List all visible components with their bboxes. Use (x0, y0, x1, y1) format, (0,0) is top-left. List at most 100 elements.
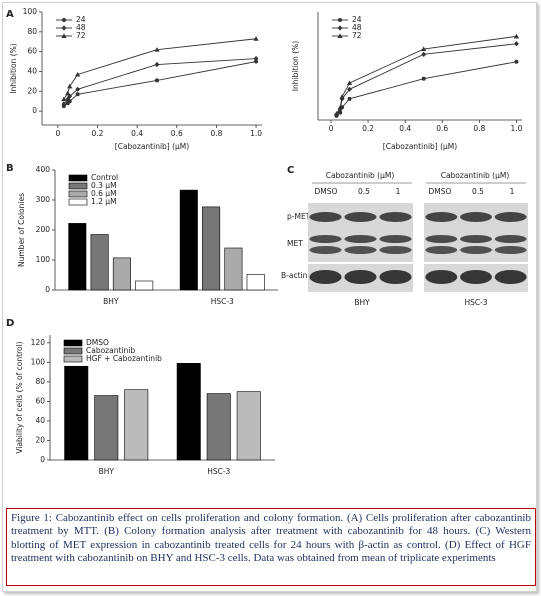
panel-label: D (6, 318, 14, 329)
legend-label: 72 (352, 31, 362, 40)
western-blot: C Cabozantinib (µM) Cabozantinib (µM) DM… (281, 165, 528, 307)
y-axis-label: Viability of cells (% of control) (15, 341, 24, 453)
blot-band (494, 270, 527, 284)
x-tick-label: BHY (103, 297, 119, 306)
panel-label: B (6, 163, 14, 174)
y-tick-label: 0 (40, 455, 45, 464)
data-point (253, 36, 259, 41)
x-tick-label: 0 (329, 124, 334, 133)
legend-marker (338, 18, 342, 22)
y-tick-label: 200 (36, 225, 51, 234)
legend-marker (61, 33, 67, 38)
bar (206, 393, 231, 461)
y-tick-label: 20 (27, 86, 37, 95)
blot-band (460, 270, 492, 284)
legend-label: 48 (352, 23, 362, 32)
protein-label: p-MET (287, 212, 311, 221)
blot-band (379, 270, 412, 284)
blot-band (425, 212, 458, 222)
blot-band (425, 235, 458, 243)
legend-label: 0.6 µM (91, 189, 117, 198)
bar (179, 189, 198, 291)
bar (246, 274, 265, 291)
cell-line-label: HSC-3 (464, 298, 487, 307)
legend-label: Control (91, 173, 118, 182)
blot-band (494, 235, 527, 243)
blot-band (460, 246, 492, 254)
data-point (65, 96, 71, 102)
blot-band (460, 212, 492, 222)
x-tick-label: 0.6 (436, 124, 448, 133)
blot-band (309, 212, 342, 222)
legend-label: 24 (352, 15, 362, 24)
y-tick-label: 80 (35, 377, 45, 386)
data-point (347, 96, 352, 101)
lane-label: 0.5 (358, 187, 370, 196)
legend-marker (62, 18, 66, 22)
data-point (347, 86, 352, 92)
x-tick-label: HSC-3 (211, 297, 234, 306)
x-tick-label: 0.8 (473, 124, 485, 133)
x-axis-label: [Cabozantinib] (µM) (383, 142, 457, 151)
y-tick-label: 300 (36, 195, 51, 204)
legend-label: Cabozantinib (86, 346, 135, 355)
blot-band (344, 246, 377, 254)
figure-caption: Figure 1: Cabozantinib effect on cells p… (6, 508, 536, 586)
cell-line-label: BHY (354, 298, 370, 307)
blot-band (494, 212, 527, 222)
legend-label: 24 (76, 15, 86, 24)
data-line (336, 61, 517, 117)
blot-band (344, 212, 377, 222)
bar (124, 389, 149, 461)
y-tick-label: 60 (35, 396, 45, 405)
y-axis-label: Inhibition (%) (9, 43, 18, 93)
lane-label: 0.5 (472, 187, 484, 196)
data-point (337, 104, 343, 110)
x-tick-label: 0 (55, 129, 60, 138)
data-point (514, 59, 519, 64)
data-point (421, 76, 426, 81)
y-axis-label: Number of Colonies (17, 193, 26, 267)
y-tick-label: 40 (27, 66, 37, 75)
data-point (513, 33, 520, 39)
blot-band (344, 270, 377, 284)
data-point (421, 46, 427, 52)
blot-band (379, 212, 412, 222)
data-point (154, 78, 159, 83)
bar (224, 247, 243, 291)
protein-label: MET (287, 239, 303, 248)
y-tick-label: 20 (35, 435, 45, 444)
data-line (336, 43, 517, 115)
data-point (254, 59, 259, 64)
y-tick-label: 60 (27, 47, 37, 56)
data-point (339, 94, 345, 99)
legend-marker (337, 25, 343, 31)
y-tick-label: 0 (32, 106, 37, 115)
blot-band (309, 235, 342, 243)
y-tick-label: 100 (36, 255, 51, 264)
data-point (61, 96, 67, 102)
blot-band (309, 246, 342, 254)
y-tick-label: 80 (27, 27, 37, 36)
data-point (333, 111, 340, 116)
data-point (421, 51, 427, 57)
bar (135, 280, 154, 291)
blot-band (344, 235, 377, 243)
data-point (67, 83, 73, 89)
bar (236, 391, 261, 461)
y-tick-label: 0 (45, 285, 50, 294)
blot-band (425, 246, 458, 254)
lane-label: DMSO (315, 187, 338, 196)
data-point (514, 41, 519, 47)
legend-swatch (68, 198, 88, 206)
data-point (346, 80, 353, 85)
treatment-header: Cabozantinib (µM) (441, 171, 510, 180)
legend-label: DMSO (86, 338, 109, 347)
data-point (75, 86, 81, 92)
legend-label: 48 (76, 23, 86, 32)
blot-band (425, 270, 458, 284)
legend-label: HGF + Cabozantinib (86, 354, 162, 363)
bar (176, 363, 201, 461)
treatment-header: Cabozantinib (µM) (326, 171, 395, 180)
y-axis-label: Inhibition (%) (291, 41, 300, 91)
